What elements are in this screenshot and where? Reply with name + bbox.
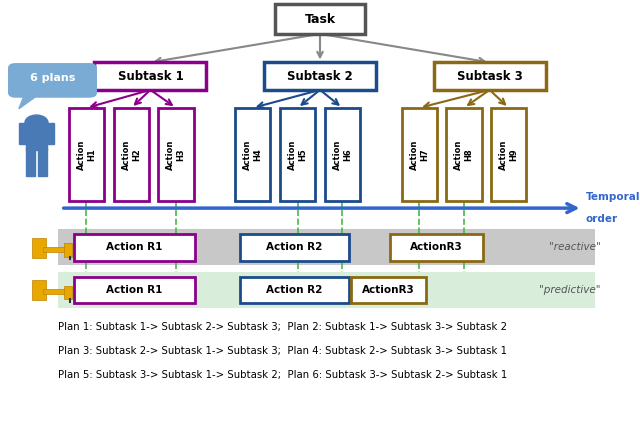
Text: Action
H6: Action H6 — [333, 139, 352, 170]
Text: Subtask 2: Subtask 2 — [287, 70, 353, 82]
Text: Action
H1: Action H1 — [77, 139, 96, 170]
FancyBboxPatch shape — [32, 238, 46, 258]
FancyBboxPatch shape — [74, 234, 195, 261]
FancyBboxPatch shape — [26, 148, 35, 176]
Circle shape — [25, 115, 48, 130]
Text: Action R1: Action R1 — [106, 242, 163, 253]
FancyBboxPatch shape — [114, 108, 148, 201]
FancyBboxPatch shape — [47, 123, 54, 144]
FancyBboxPatch shape — [390, 234, 483, 261]
FancyBboxPatch shape — [8, 63, 97, 98]
FancyBboxPatch shape — [26, 123, 47, 150]
FancyBboxPatch shape — [159, 108, 194, 201]
FancyBboxPatch shape — [240, 234, 349, 261]
Text: Action R2: Action R2 — [266, 285, 323, 295]
FancyBboxPatch shape — [64, 286, 72, 299]
Text: Action R2: Action R2 — [266, 242, 323, 253]
Text: Plan 3: Subtask 2-> Subtask 1-> Subtask 3;  Plan 4: Subtask 2-> Subtask 3-> Subt: Plan 3: Subtask 2-> Subtask 1-> Subtask … — [58, 346, 507, 356]
Text: 6 plans: 6 plans — [30, 73, 75, 83]
FancyBboxPatch shape — [492, 108, 527, 201]
Text: Subtask 1: Subtask 1 — [118, 70, 183, 82]
Text: Task: Task — [305, 13, 335, 25]
Text: "reactive": "reactive" — [548, 242, 600, 253]
FancyBboxPatch shape — [447, 108, 482, 201]
FancyBboxPatch shape — [325, 108, 360, 201]
Text: Plan 1: Subtask 1-> Subtask 2-> Subtask 3;  Plan 2: Subtask 1-> Subtask 3-> Subt: Plan 1: Subtask 1-> Subtask 2-> Subtask … — [58, 321, 507, 332]
FancyBboxPatch shape — [351, 277, 426, 303]
FancyBboxPatch shape — [74, 277, 195, 303]
Text: "predictive": "predictive" — [539, 285, 600, 295]
Text: Action R1: Action R1 — [106, 285, 163, 295]
FancyBboxPatch shape — [236, 108, 270, 201]
FancyBboxPatch shape — [64, 243, 72, 257]
Text: Action
H7: Action H7 — [410, 139, 429, 170]
Text: Action
H4: Action H4 — [243, 139, 262, 170]
FancyBboxPatch shape — [434, 62, 545, 90]
Polygon shape — [19, 93, 41, 109]
Text: ActionR3: ActionR3 — [410, 242, 463, 253]
Text: Temporal: Temporal — [586, 192, 640, 202]
FancyBboxPatch shape — [264, 62, 376, 90]
FancyBboxPatch shape — [402, 108, 437, 201]
Text: Action
H8: Action H8 — [454, 139, 474, 170]
Text: Action
H9: Action H9 — [499, 139, 518, 170]
FancyBboxPatch shape — [43, 247, 65, 252]
Text: Subtask 3: Subtask 3 — [457, 70, 522, 82]
Text: Action
H2: Action H2 — [122, 139, 141, 170]
FancyBboxPatch shape — [58, 272, 595, 308]
Text: Action
H3: Action H3 — [166, 139, 186, 170]
FancyBboxPatch shape — [240, 277, 349, 303]
FancyBboxPatch shape — [69, 108, 104, 201]
Text: ActionR3: ActionR3 — [362, 285, 415, 295]
FancyBboxPatch shape — [275, 4, 365, 34]
FancyBboxPatch shape — [43, 289, 65, 294]
FancyBboxPatch shape — [38, 148, 47, 176]
Text: Plan 5: Subtask 3-> Subtask 1-> Subtask 2;  Plan 6: Subtask 3-> Subtask 2-> Subt: Plan 5: Subtask 3-> Subtask 1-> Subtask … — [58, 370, 507, 380]
FancyBboxPatch shape — [32, 280, 46, 300]
FancyBboxPatch shape — [95, 62, 206, 90]
FancyBboxPatch shape — [19, 123, 26, 144]
Text: Action
H5: Action H5 — [288, 139, 307, 170]
FancyBboxPatch shape — [280, 108, 315, 201]
Text: order: order — [586, 214, 618, 225]
FancyBboxPatch shape — [58, 229, 595, 266]
